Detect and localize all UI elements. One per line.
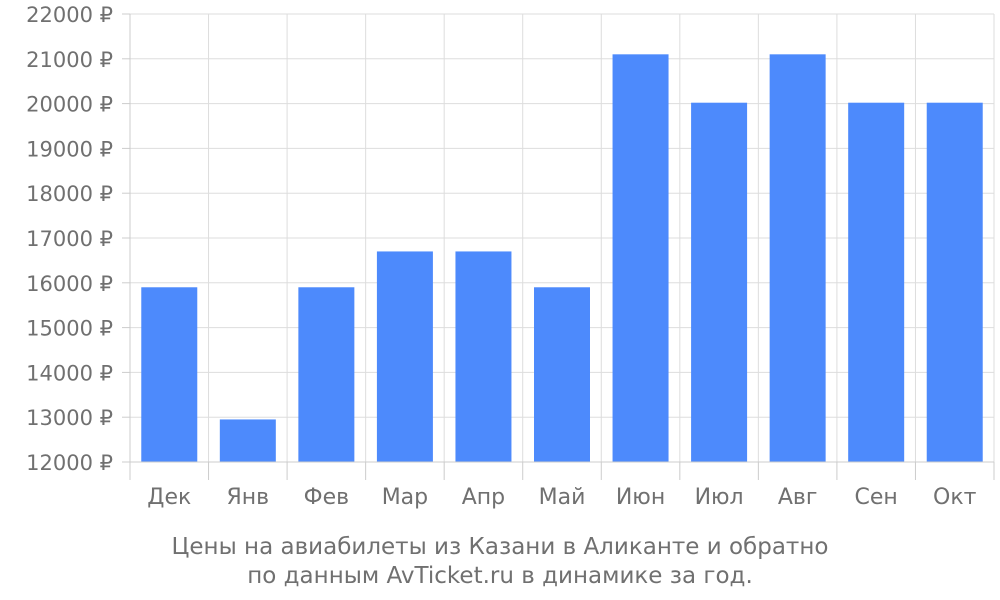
bar-Апр [455,251,512,462]
x-tick-label: Дек [147,485,191,510]
y-tick-label: 22000 ₽ [26,3,113,27]
y-tick-label: 13000 ₽ [26,406,113,430]
chart-caption-line-1: Цены на авиабилеты из Казани в Аликанте … [171,534,829,560]
axes [122,13,995,480]
bar-Май [534,287,590,462]
bar-Фев [298,287,355,462]
y-tick-label: 14000 ₽ [26,361,113,385]
y-tick-label: 19000 ₽ [26,137,113,161]
y-tick-label: 16000 ₽ [26,272,113,296]
x-tick-label: Авг [778,485,818,510]
y-tick-label: 21000 ₽ [26,48,113,72]
x-tick-label: Сен [855,485,898,510]
x-tick-label: Мар [382,485,428,510]
x-tick-label: Июл [695,485,744,510]
x-tick-labels: Дек Янв Фев Мар Апр Май Июн Июл Авг Сен Окт [147,485,976,510]
price-bar-chart: 12000 ₽ 13000 ₽ 14000 ₽ 15000 ₽ 16000 ₽ 17000… [26,3,995,510]
y-tick-label: 18000 ₽ [26,182,113,206]
bar-Июн [612,54,669,462]
bar-Июл [691,102,748,462]
x-tick-label: Фев [304,485,349,510]
bar-Дек [141,287,198,462]
y-tick-label: 12000 ₽ [26,451,113,475]
bar-Янв [219,419,276,462]
y-tick-label: 15000 ₽ [26,317,113,341]
y-tick-labels: 12000 ₽ 13000 ₽ 14000 ₽ 15000 ₽ 16000 ₽ 17000… [26,3,113,475]
x-tick-label: Окт [933,485,977,510]
y-tick-label: 17000 ₽ [26,227,113,251]
bar-Сен [848,102,905,462]
x-tick-label: Май [539,485,586,510]
bar-Мар [376,251,433,462]
bar-Окт [926,102,983,462]
chart-caption-line-2: по данным AvTicket.ru в динамике за год. [247,563,753,589]
x-tick-label: Янв [226,485,269,510]
x-tick-label: Апр [462,485,505,510]
y-tick-label: 20000 ₽ [26,93,113,117]
bar-Авг [769,54,826,462]
bars [141,54,983,462]
x-tick-label: Июн [616,485,665,510]
